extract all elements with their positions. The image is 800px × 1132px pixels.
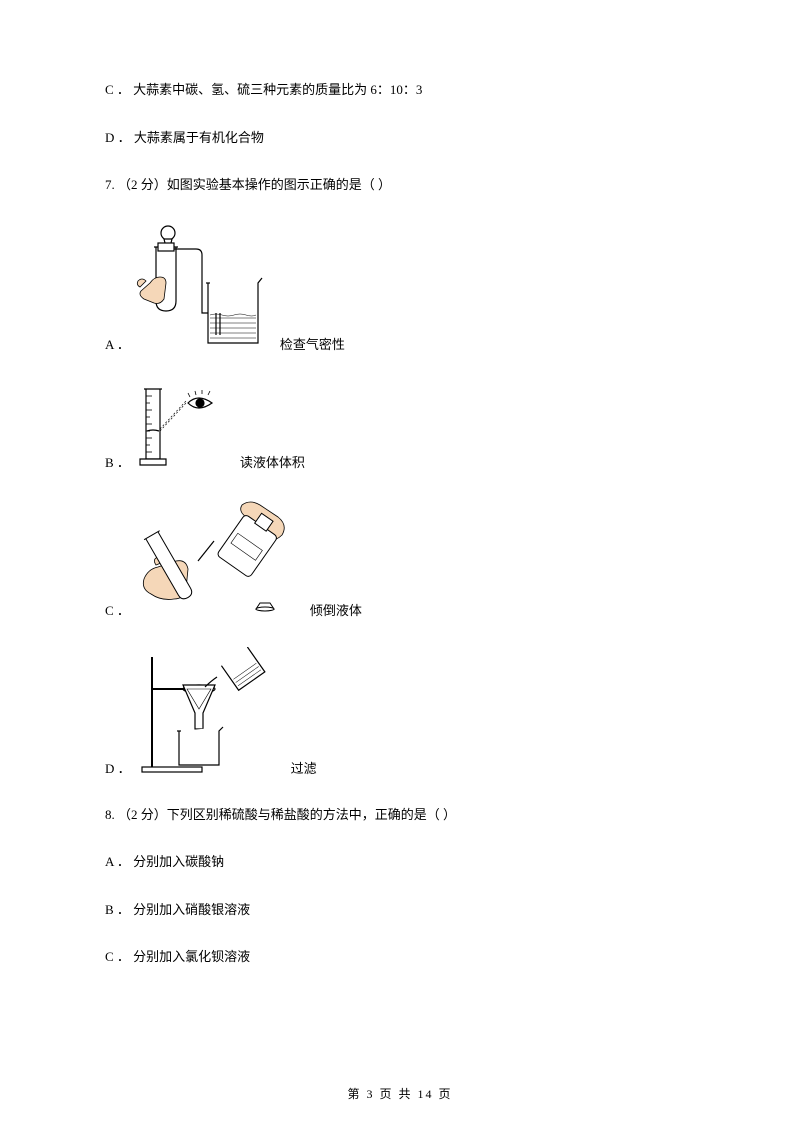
- page-footer: 第 3 页 共 14 页: [0, 1085, 800, 1102]
- text-line: B ． 分别加入硝酸银溶液: [105, 900, 700, 920]
- text-line: C ． 大蒜素中碳、氢、硫三种元素的质量比为 6：10：3: [105, 80, 700, 100]
- text-line: 8. （2 分）下列区别稀硫酸与稀盐酸的方法中，正确的是（ ）: [105, 805, 700, 825]
- figure-pour: [136, 499, 296, 619]
- figure-label: 检查气密性: [280, 334, 345, 353]
- text-line: 7. （2 分）如图实验基本操作的图示正确的是（ ）: [105, 175, 700, 195]
- figure-label: 倾倒液体: [310, 600, 362, 619]
- text-line: A ． 分别加入碳酸钠: [105, 852, 700, 872]
- figure-airtight: [136, 223, 266, 353]
- option-letter: C ．: [105, 600, 130, 619]
- option-row: B ．: [105, 381, 700, 471]
- figure-label: 过滤: [291, 758, 317, 777]
- text-line: C ． 分别加入氯化钡溶液: [105, 947, 700, 967]
- option-letter: A ．: [105, 334, 130, 353]
- option-row: C ．: [105, 499, 700, 619]
- figure-label: 读液体体积: [240, 452, 305, 471]
- text-line: D ． 大蒜素属于有机化合物: [105, 128, 700, 148]
- option-letter: D ．: [105, 758, 131, 777]
- figure-filter: [137, 647, 277, 777]
- option-row: A ．: [105, 223, 700, 353]
- option-letter: B ．: [105, 452, 130, 471]
- option-row: D ．: [105, 647, 700, 777]
- figure-cylinder: [136, 381, 226, 471]
